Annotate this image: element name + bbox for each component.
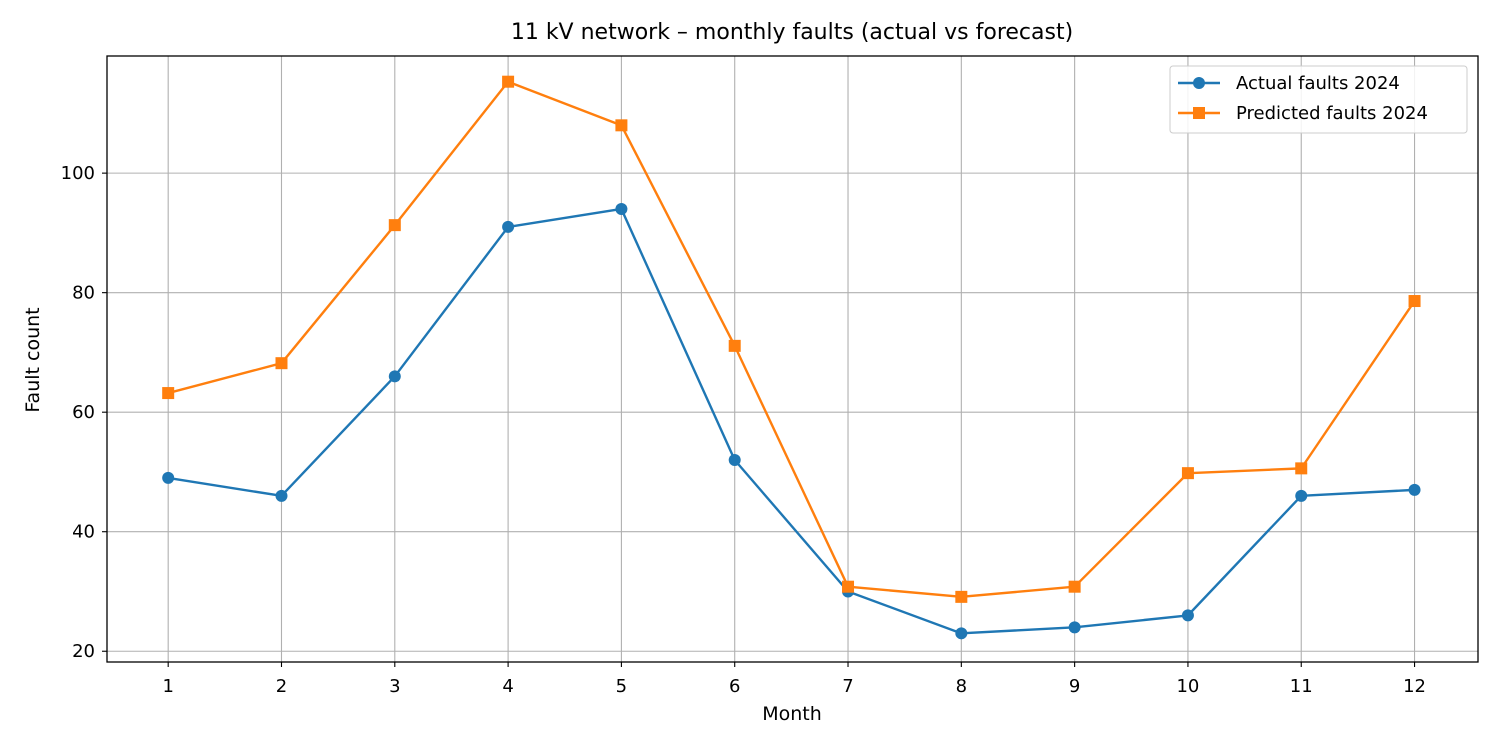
- data-point-circle: [388, 370, 401, 383]
- data-point-square: [162, 387, 175, 400]
- series-1: [162, 202, 1421, 640]
- x-tick-label: 6: [729, 676, 740, 697]
- chart-title: 11 kV network – monthly faults (actual v…: [510, 20, 1074, 45]
- series-line: [167, 80, 1416, 599]
- data-point-square: [1295, 462, 1308, 475]
- data-point-square: [275, 357, 288, 370]
- data-point-square: [728, 339, 741, 352]
- data-point-circle: [162, 471, 175, 484]
- x-tick-label: 2: [276, 676, 287, 697]
- x-tick-label: 9: [1069, 676, 1080, 697]
- data-point-square: [615, 119, 628, 132]
- x-axis-label: Month: [762, 703, 822, 725]
- legend-marker-square: [1193, 107, 1205, 119]
- legend-label: Actual faults 2024: [1236, 73, 1400, 94]
- legend: Actual faults 2024 Predicted faults 2024: [1169, 65, 1468, 134]
- data-point-circle: [728, 454, 741, 466]
- data-point-circle: [1181, 609, 1194, 622]
- data-point-circle: [1068, 621, 1081, 634]
- x-tick-label: 8: [956, 676, 967, 697]
- legend-label: Predicted faults 2024: [1236, 103, 1428, 124]
- y-tick-label: 40: [72, 522, 95, 543]
- legend-item: Predicted faults 2024: [1178, 103, 1428, 124]
- grid: [107, 56, 1478, 662]
- data-point-square: [955, 590, 968, 603]
- x-tick-label: 11: [1290, 676, 1313, 697]
- data-point-square: [1181, 467, 1194, 480]
- x-tick-label: 12: [1403, 676, 1426, 697]
- data-point-circle: [275, 489, 288, 502]
- x-tick-label: 3: [389, 676, 400, 697]
- data-point-circle: [1408, 483, 1421, 496]
- legend-box: [1169, 65, 1468, 134]
- data-point-circle: [955, 627, 968, 640]
- series-line: [167, 207, 1415, 635]
- series-2: [162, 75, 1421, 603]
- y-tick-label: 80: [72, 283, 95, 304]
- x-tick-label: 1: [162, 676, 173, 697]
- x-tick-label: 5: [616, 676, 627, 697]
- data-point-circle: [1295, 489, 1308, 502]
- y-tick-label: 60: [72, 402, 95, 423]
- legend-item: Actual faults 2024: [1178, 73, 1400, 94]
- data-point-square: [502, 75, 515, 88]
- data-point-square: [1068, 580, 1081, 593]
- data-point-square: [1408, 295, 1421, 308]
- data-point-circle: [502, 220, 515, 233]
- x-tick-label: 7: [842, 676, 853, 697]
- data-point-square: [388, 219, 401, 232]
- x-tick-label: 10: [1176, 676, 1199, 697]
- y-tick-label: 100: [61, 163, 95, 184]
- legend-marker-circle: [1193, 77, 1205, 89]
- x-tick-label: 4: [502, 676, 513, 697]
- data-point-square: [842, 580, 855, 593]
- plot-frame: [106, 55, 1479, 663]
- y-tick-label: 20: [72, 641, 95, 662]
- data-point-circle: [615, 202, 628, 215]
- series-layer: [162, 75, 1421, 640]
